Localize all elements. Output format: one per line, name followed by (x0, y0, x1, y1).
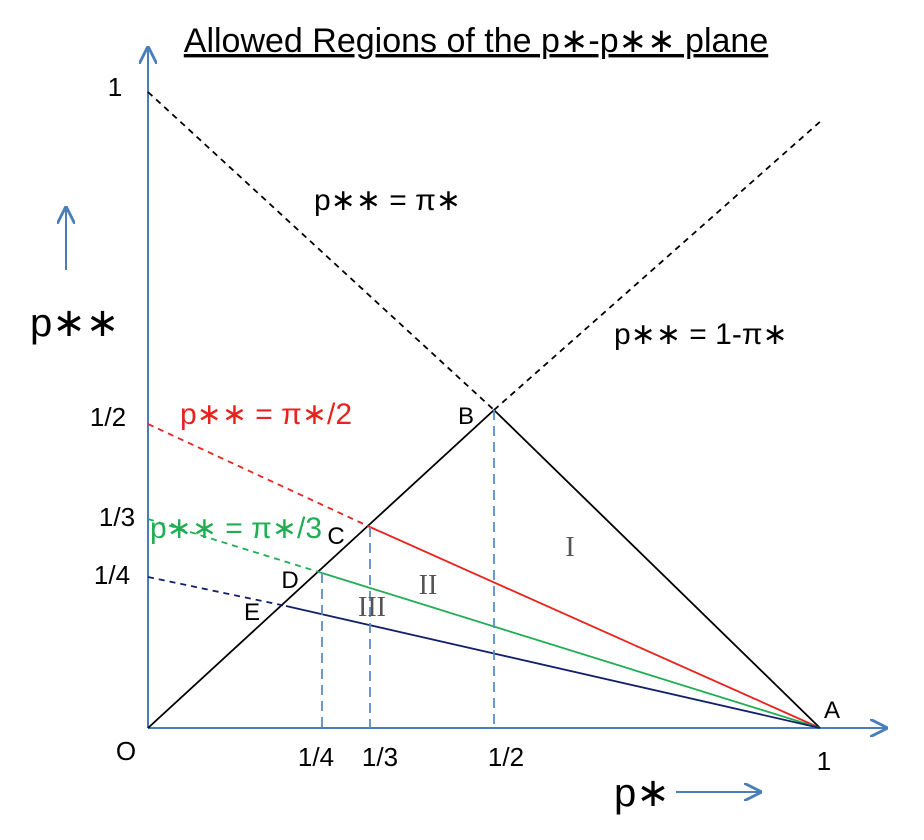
point-B-label: B (458, 403, 474, 430)
region-II-label: II (419, 570, 438, 601)
line-pi-quarter (285, 605, 821, 729)
x-axis-label: p∗ (614, 771, 670, 815)
point-D-label: D (281, 567, 298, 594)
eq-pi-label: p∗∗ = π∗ (314, 184, 461, 217)
line-O-B (147, 409, 495, 729)
x-tick-third: 1/3 (362, 742, 398, 772)
origin-label: O (116, 736, 136, 766)
x-tick-1: 1 (817, 746, 831, 776)
line-pi-third (321, 572, 821, 729)
x-tick-quarter: 1/4 (298, 742, 334, 772)
region-III-label: III (358, 592, 386, 623)
eq-one-minus-pi-label: p∗∗ = 1-π∗ (614, 318, 788, 351)
y-tick-1: 1 (108, 72, 122, 102)
x-tick-half: 1/2 (488, 742, 524, 772)
point-E-label: E (244, 599, 260, 626)
y-tick-half: 1/2 (90, 402, 126, 432)
line-pi-third-dashed (147, 518, 323, 574)
line-pi-half (369, 526, 821, 729)
y-tick-quarter: 1/4 (94, 560, 130, 590)
line-one-minus-pi-dashed (147, 91, 495, 411)
point-A-label: A (824, 697, 840, 724)
line-pi-dashed (493, 119, 823, 411)
point-C-label: C (327, 523, 344, 550)
eq-pi-third-label: p∗∗ = π∗/3 (150, 512, 322, 545)
line-pi-half-dashed (147, 423, 371, 528)
diagram-title: Allowed Regions of the p∗-p∗∗ plane (184, 22, 768, 60)
y-tick-third: 1/3 (99, 502, 135, 532)
line-B-A (493, 409, 821, 729)
region-I-label: I (565, 532, 574, 563)
eq-pi-half-label: p∗∗ = π∗/2 (180, 398, 352, 431)
line-pi-quarter-dashed (147, 576, 287, 607)
y-axis-label: p∗∗ (30, 301, 119, 345)
